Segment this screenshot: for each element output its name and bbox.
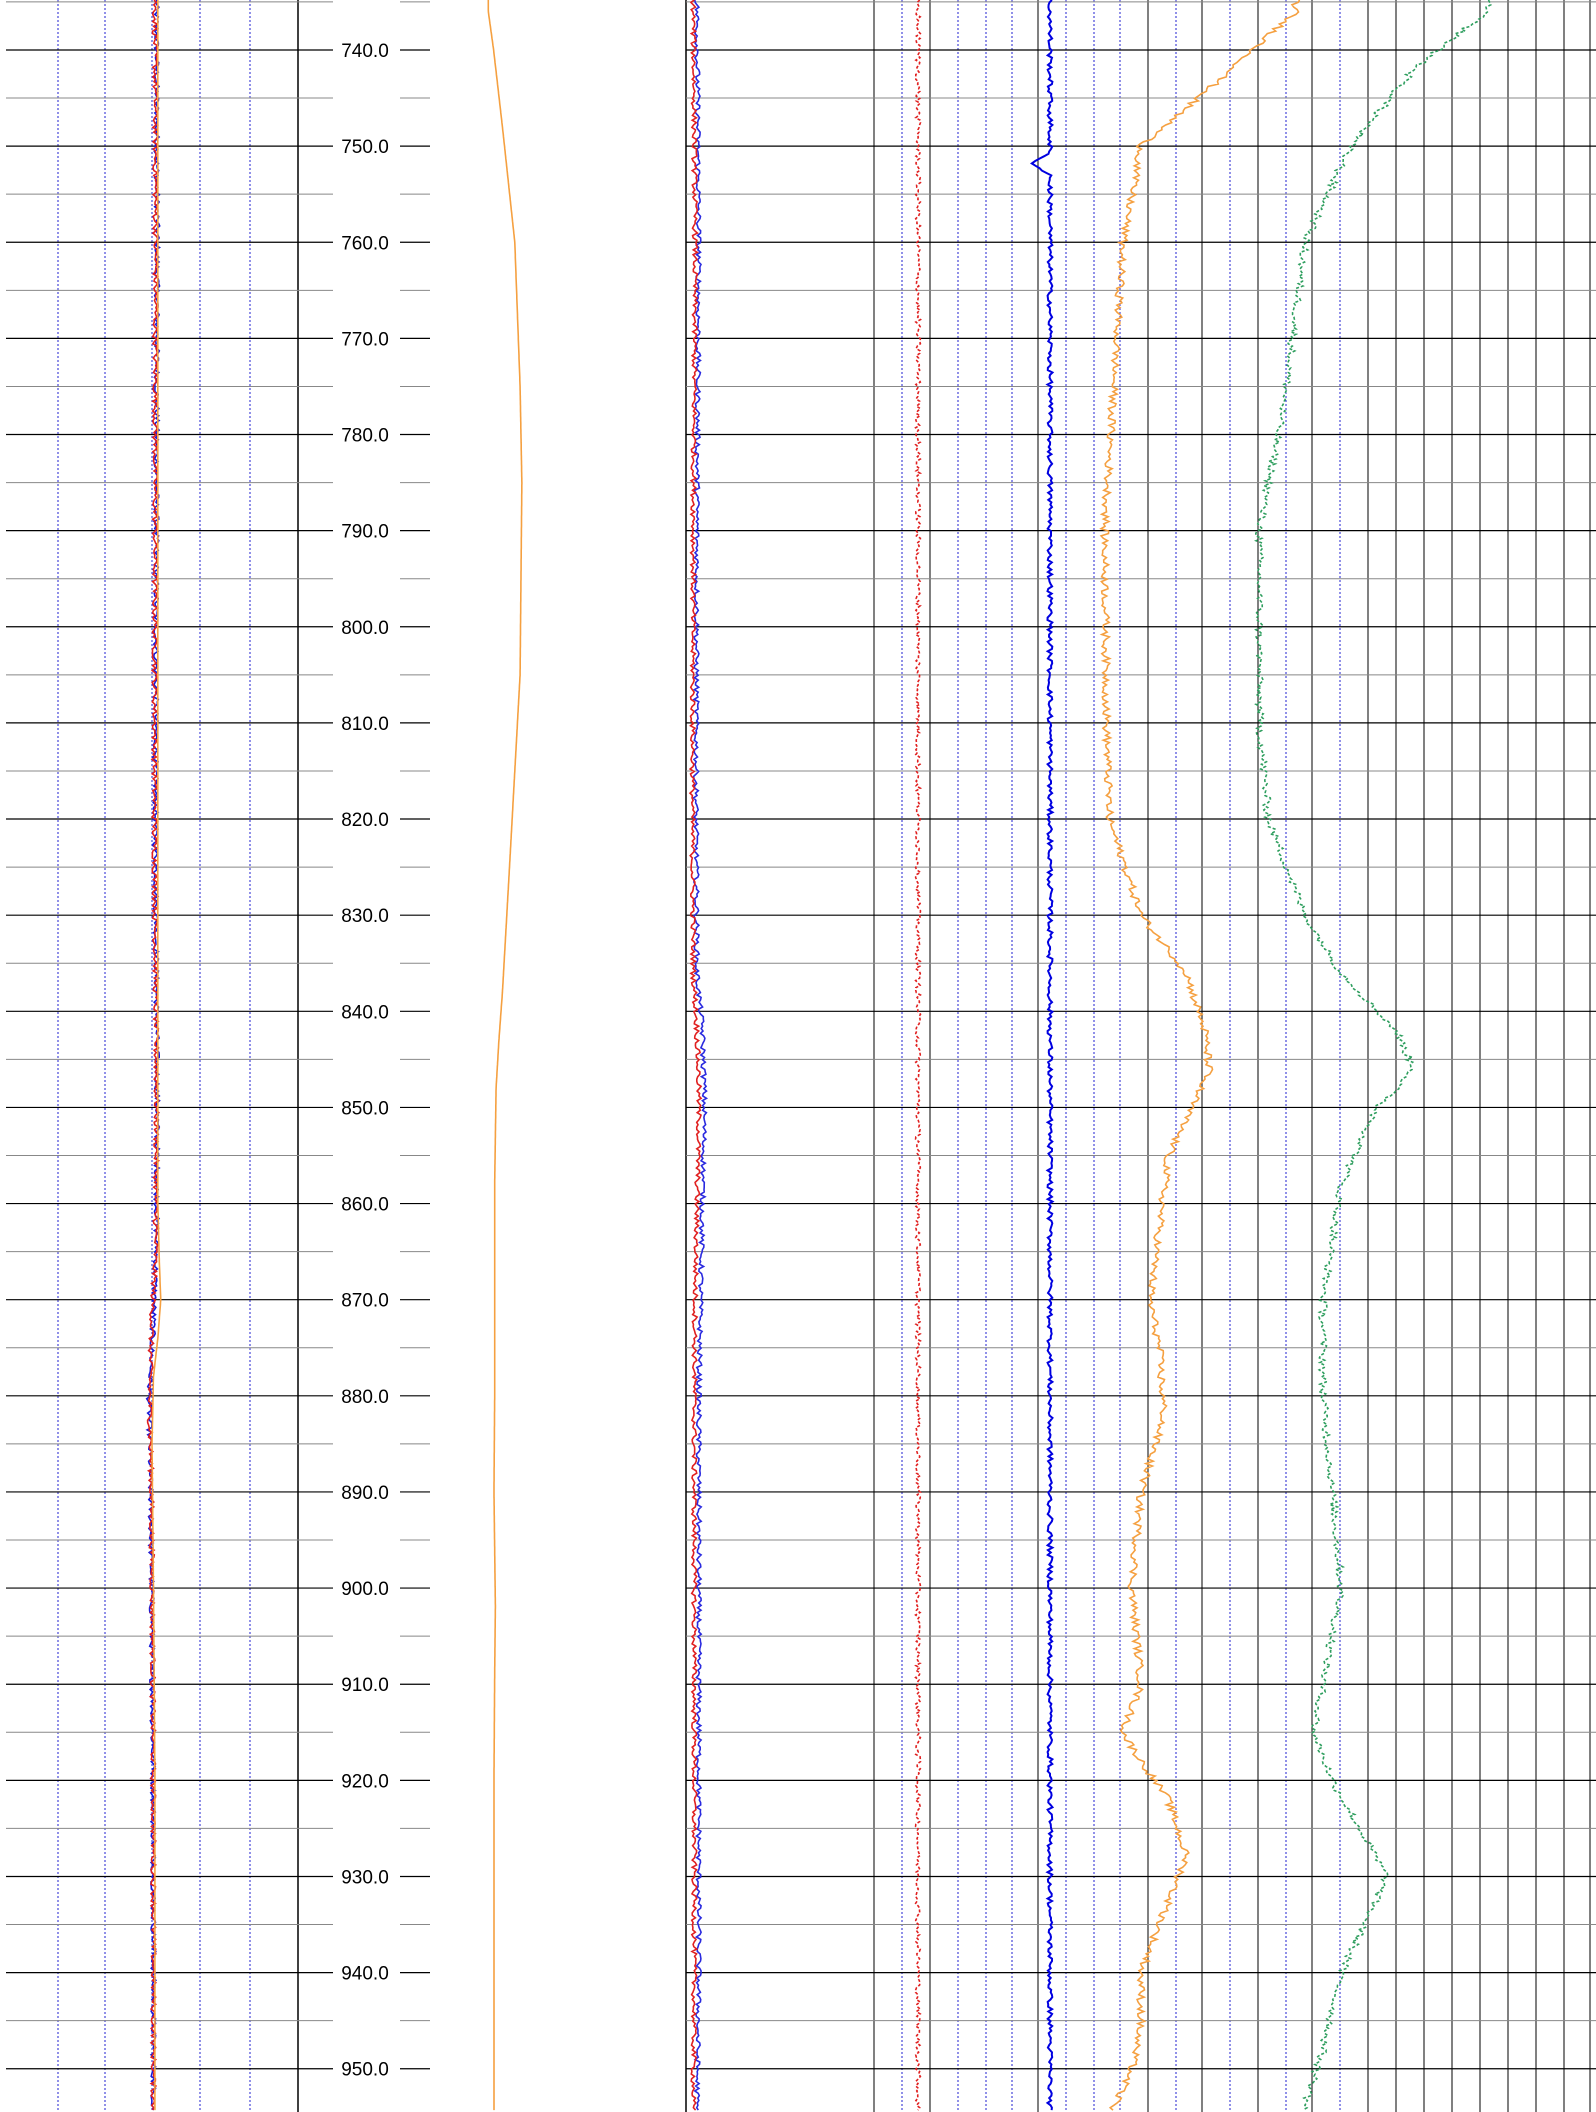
depth-label-0: 740.0 bbox=[341, 41, 389, 62]
track-3-curve-3 bbox=[1030, 0, 1055, 2111]
track-3-curve-0 bbox=[692, 0, 709, 2111]
depth-label-2: 760.0 bbox=[341, 233, 389, 254]
track-3-curve-1 bbox=[688, 0, 703, 2111]
depth-label-6: 800.0 bbox=[341, 618, 389, 639]
depth-label-9: 830.0 bbox=[341, 906, 389, 927]
grid-layer bbox=[6, 0, 1596, 2112]
depth-label-15: 890.0 bbox=[341, 1483, 389, 1504]
track-3-curve-4 bbox=[1099, 0, 1301, 2111]
depth-label-8: 820.0 bbox=[341, 810, 389, 831]
depth-label-7: 810.0 bbox=[341, 714, 389, 735]
depth-label-19: 930.0 bbox=[341, 1867, 389, 1888]
depth-label-16: 900.0 bbox=[341, 1579, 389, 1600]
depth-label-14: 880.0 bbox=[341, 1387, 389, 1408]
track-1-curve-2 bbox=[151, 0, 162, 2111]
track-2-curve-0 bbox=[487, 0, 523, 2111]
depth-labels: 740.0 750.0 760.0 770.0 780.0 790.0 800.0 810.0… bbox=[341, 41, 389, 2081]
depth-label-18: 920.0 bbox=[341, 1771, 389, 1792]
depth-label-17: 910.0 bbox=[341, 1675, 389, 1696]
track-3-curve-5 bbox=[1253, 0, 1492, 2111]
track-3-curve-2 bbox=[914, 0, 923, 2111]
depth-label-20: 940.0 bbox=[341, 1964, 389, 1985]
depth-label-3: 770.0 bbox=[341, 329, 389, 350]
depth-label-21: 950.0 bbox=[341, 2060, 389, 2081]
depth-label-1: 750.0 bbox=[341, 137, 389, 158]
depth-label-10: 840.0 bbox=[341, 1002, 389, 1023]
depth-label-4: 780.0 bbox=[341, 426, 389, 447]
depth-label-12: 860.0 bbox=[341, 1195, 389, 1216]
depth-label-13: 870.0 bbox=[341, 1291, 389, 1312]
curve-layer bbox=[145, 0, 1492, 2111]
depth-label-11: 850.0 bbox=[341, 1098, 389, 1119]
depth-label-5: 790.0 bbox=[341, 522, 389, 543]
